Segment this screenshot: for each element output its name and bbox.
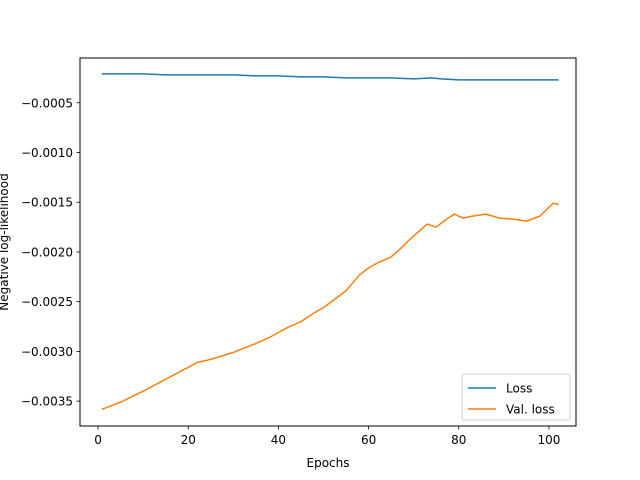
y-tick-label: −0.0005 xyxy=(21,96,73,110)
plot-frame xyxy=(79,57,577,427)
legend-label: Val. loss xyxy=(506,403,555,417)
plot-area xyxy=(80,58,576,426)
x-axis-label: Epochs xyxy=(307,456,350,470)
y-tick-label: −0.0035 xyxy=(21,395,73,409)
legend-label: Loss xyxy=(506,382,532,396)
y-axis-label: Negative log-likelihood xyxy=(0,173,11,310)
x-tick-label: 80 xyxy=(451,433,466,447)
y-tick-label: −0.0030 xyxy=(21,345,73,359)
x-tick-label: 0 xyxy=(94,433,102,447)
legend: Loss Val. loss xyxy=(461,373,571,421)
x-tick-label: 60 xyxy=(361,433,376,447)
series-line-loss xyxy=(101,73,559,81)
y-tick-label: −0.0025 xyxy=(21,295,73,309)
x-tick-label: 20 xyxy=(181,433,196,447)
y-tick-label: −0.0015 xyxy=(21,196,73,210)
y-tick-label: −0.0010 xyxy=(21,146,73,160)
series-layer xyxy=(101,73,559,411)
x-tick-label: 40 xyxy=(271,433,286,447)
x-axis-ticks: 0 20 40 60 80 100 xyxy=(94,426,560,447)
y-axis-ticks: −0.0035 −0.0030 −0.0025 −0.0020 −0.0015 −0.00… xyxy=(21,96,80,409)
series-line-val-loss xyxy=(101,202,559,411)
x-tick-label: 100 xyxy=(537,433,560,447)
y-tick-label: −0.0020 xyxy=(21,245,73,259)
